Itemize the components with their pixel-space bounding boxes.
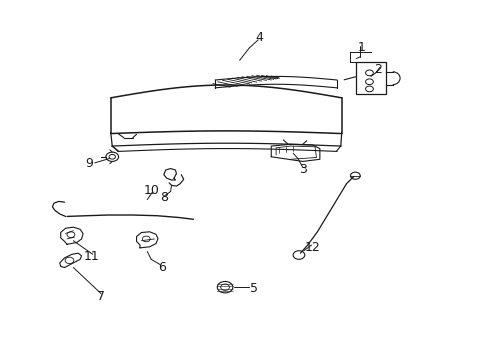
Text: 4: 4 — [255, 31, 263, 44]
Text: 8: 8 — [160, 192, 168, 204]
Bar — [356, 62, 385, 94]
Text: 2: 2 — [373, 63, 381, 76]
Text: 6: 6 — [158, 261, 165, 274]
Text: 12: 12 — [304, 241, 320, 255]
Text: 9: 9 — [85, 157, 93, 170]
Text: 11: 11 — [83, 250, 99, 263]
Text: 7: 7 — [97, 289, 105, 303]
Text: 3: 3 — [298, 163, 306, 176]
Text: 5: 5 — [250, 283, 258, 296]
Text: 1: 1 — [357, 41, 365, 54]
Text: 10: 10 — [143, 184, 159, 197]
